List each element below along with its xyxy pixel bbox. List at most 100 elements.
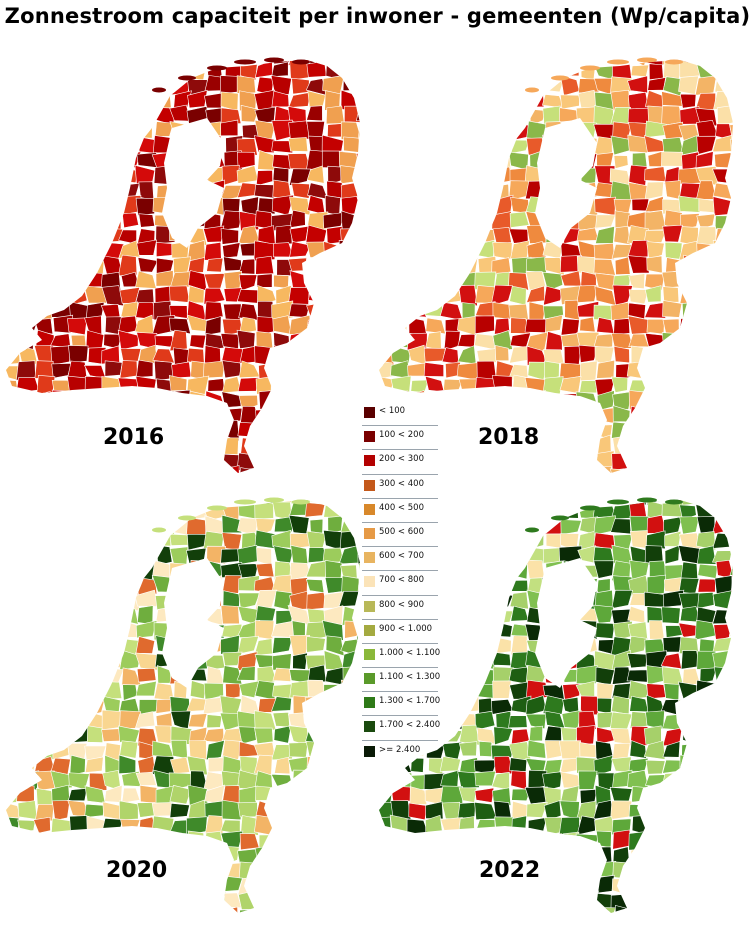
municipality: [379, 241, 394, 261]
municipality: [490, 744, 515, 760]
municipality: [155, 698, 172, 714]
municipality: [680, 213, 700, 231]
municipality: [494, 110, 514, 124]
municipality: [423, 846, 447, 865]
municipality: [456, 437, 478, 457]
municipality: [682, 346, 700, 365]
municipality: [457, 211, 478, 229]
municipality: [34, 847, 54, 866]
municipality: [273, 833, 290, 850]
municipality: [50, 136, 70, 155]
municipality: [660, 875, 682, 894]
municipality: [680, 561, 698, 580]
municipality: [493, 593, 514, 611]
municipality: [439, 76, 458, 96]
municipality: [457, 905, 479, 913]
municipality: [492, 533, 511, 549]
municipality: [188, 892, 209, 910]
municipality: [288, 168, 312, 187]
municipality: [644, 378, 666, 394]
municipality: [491, 576, 513, 592]
municipality: [6, 698, 18, 717]
municipality: [204, 301, 224, 321]
municipality: [102, 893, 121, 910]
municipality: [70, 697, 89, 715]
municipality: [323, 360, 340, 380]
municipality: [732, 726, 733, 746]
municipality: [68, 164, 89, 186]
municipality: [458, 638, 480, 655]
municipality: [322, 620, 344, 641]
municipality: [559, 408, 582, 421]
municipality: [699, 786, 714, 802]
municipality: [84, 756, 104, 773]
municipality: [274, 801, 293, 817]
municipality: [86, 226, 106, 247]
municipality: [406, 243, 425, 261]
municipality: [134, 60, 156, 65]
municipality: [16, 665, 36, 685]
municipality: [236, 151, 256, 169]
municipality: [679, 284, 700, 305]
municipality: [379, 224, 394, 247]
municipality: [410, 122, 428, 141]
municipality: [70, 271, 86, 292]
municipality: [271, 696, 292, 712]
municipality: [728, 407, 733, 426]
municipality: [712, 649, 733, 670]
municipality: [33, 741, 56, 760]
municipality: [53, 904, 72, 913]
municipality: [254, 500, 274, 520]
municipality: [713, 666, 733, 684]
map-svg: [379, 497, 733, 913]
municipality: [712, 270, 732, 290]
map-svg: [6, 57, 360, 473]
municipality: [525, 390, 548, 408]
municipality: [408, 195, 427, 216]
legend-label: 1.700 < 2.400: [379, 720, 441, 731]
municipality: [51, 154, 72, 170]
municipality: [203, 500, 227, 507]
municipality: [34, 77, 53, 92]
municipality: [117, 449, 139, 472]
municipality: [644, 135, 666, 153]
municipality: [138, 530, 157, 549]
municipality: [338, 831, 360, 849]
municipality: [694, 728, 718, 747]
municipality: [153, 890, 174, 911]
municipality: [444, 579, 462, 593]
municipality: [102, 60, 123, 67]
municipality: [389, 150, 408, 171]
municipality: [340, 228, 360, 245]
municipality: [51, 545, 70, 566]
municipality: [54, 228, 71, 244]
municipality: [357, 364, 360, 379]
municipality: [305, 786, 324, 803]
municipality: [444, 590, 460, 608]
legend-label: 1.100 < 1.300: [379, 672, 441, 683]
municipality: [340, 210, 359, 230]
municipality: [225, 683, 241, 700]
municipality: [273, 450, 294, 471]
municipality: [69, 605, 90, 623]
municipality: [33, 421, 54, 439]
municipality: [558, 740, 581, 760]
municipality: [16, 695, 38, 712]
municipality: [273, 274, 290, 289]
municipality: [711, 514, 731, 535]
municipality: [474, 787, 495, 803]
municipality: [425, 317, 446, 335]
municipality: [6, 227, 21, 244]
municipality: [49, 273, 71, 287]
municipality: [69, 815, 89, 836]
municipality: [526, 802, 548, 818]
municipality: [609, 468, 634, 473]
municipality: [272, 315, 293, 335]
municipality: [459, 890, 479, 910]
municipality: [593, 560, 615, 579]
municipality: [169, 756, 191, 774]
municipality: [69, 500, 90, 504]
wadden-island: [525, 87, 539, 93]
municipality: [187, 285, 205, 304]
municipality: [101, 818, 124, 832]
